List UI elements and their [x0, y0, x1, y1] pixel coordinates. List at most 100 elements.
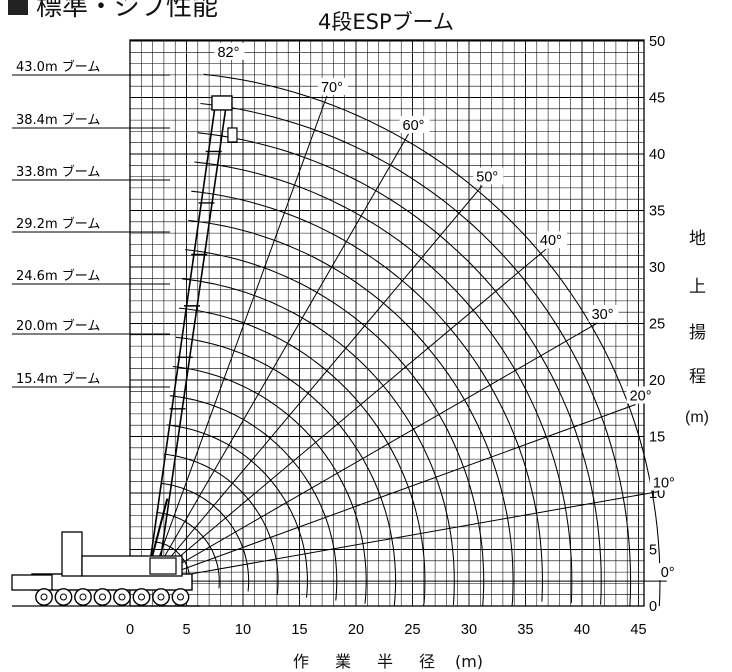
angle-label: 70°: [321, 80, 343, 96]
x-axis-label-char-2: 業: [334, 652, 351, 671]
x-tick-label: 40: [574, 622, 590, 638]
y-tick-label: 20: [649, 373, 665, 389]
angle-label-bg: [536, 231, 567, 249]
height-arc: [182, 278, 455, 606]
crane-illustration: [11, 95, 238, 607]
boom-length-label: 24.6m ブーム: [16, 268, 100, 284]
height-arc: [178, 307, 426, 607]
y-tick-label: 40: [649, 147, 665, 163]
angle-label-bg: [317, 77, 348, 95]
x-tick-label: 30: [461, 622, 477, 638]
section-heading: 標準・ジブ性能: [0, 0, 218, 23]
wheel: [74, 588, 92, 606]
y-axis-label-char-4: 程: [689, 367, 706, 387]
x-tick-label: 5: [182, 622, 190, 638]
wheel: [93, 588, 112, 606]
boom-length-label: 33.8m ブーム: [16, 164, 100, 180]
wheel-hub: [40, 593, 48, 601]
x-tick-label: 35: [517, 622, 533, 638]
height-arc: [185, 249, 485, 607]
wheel: [171, 588, 190, 606]
height-arcs: [154, 73, 661, 607]
hook-block: [227, 127, 238, 143]
height-arc: [203, 73, 661, 607]
boom-length-label: 15.4m ブーム: [16, 371, 100, 387]
boom-length-label: 29.2m ブーム: [16, 216, 100, 232]
chart-labels: 0 5 10 15 20 25 30 35 40 450510152025303540455082…: [12, 34, 680, 638]
height-arc: [172, 365, 367, 604]
angle-label: 30°: [592, 307, 614, 323]
height-arc: [191, 190, 544, 602]
height-arc: [157, 512, 220, 589]
x-axis-unit: (m): [454, 652, 484, 671]
wheel-hub: [177, 593, 184, 601]
angle-line: [149, 95, 328, 582]
y-axis-label-char-2: 上: [689, 277, 706, 297]
angle-label: 82°: [217, 45, 239, 61]
wheel-hub: [79, 593, 87, 601]
y-tick-label: 50: [649, 34, 665, 50]
wheel: [54, 588, 73, 606]
wheel: [35, 588, 53, 606]
angle-label-bg: [399, 115, 430, 133]
angle-label: 40°: [540, 233, 562, 249]
y-tick-label: 15: [649, 430, 665, 446]
angle-line: [149, 133, 409, 582]
wheel: [152, 588, 170, 606]
angle-line: [150, 490, 659, 582]
angle-label: 20°: [630, 389, 652, 405]
angle-label: 50°: [476, 170, 498, 186]
boom-length-label: 20.0m ブーム: [16, 318, 100, 334]
wheel-hub: [138, 593, 145, 601]
boom-right-edge: [156, 99, 228, 582]
angle-line: [150, 404, 636, 582]
wheel-hub: [60, 593, 67, 601]
height-arc: [166, 424, 308, 598]
wheel: [113, 588, 131, 606]
counterweight: [61, 531, 83, 577]
height-arc: [169, 395, 338, 601]
angle-label-bg: [588, 304, 619, 322]
angle-label-bg: [649, 473, 680, 491]
angle-label-bg: [473, 167, 504, 185]
angle-label: 10°: [653, 475, 675, 491]
y-tick-label: 0: [649, 599, 657, 615]
height-arc: [188, 219, 514, 607]
angle-label-bg: [626, 386, 657, 404]
height-arc: [197, 132, 602, 605]
boom-left-edge: [146, 99, 217, 582]
cab: [11, 574, 53, 591]
angle-label: 0°: [661, 565, 675, 581]
y-tick-label: 30: [649, 260, 665, 276]
height-arc: [200, 102, 632, 607]
angle-line: [149, 185, 483, 582]
boom-length-label: 43.0m ブーム: [16, 59, 100, 75]
x-tick-label: 25: [404, 622, 420, 638]
height-arc: [175, 336, 397, 607]
x-tick-label: 45: [630, 622, 646, 638]
height-arc: [160, 482, 250, 592]
boom-head: [211, 95, 233, 111]
x-axis-label-char-3: 半: [376, 652, 393, 671]
y-tick-label: 45: [649, 91, 665, 107]
x-axis-label-char-1: 作: [292, 652, 309, 671]
y-axis-label-char-3: 揚: [689, 323, 706, 343]
y-tick-label: 5: [649, 543, 657, 559]
wheel: [132, 588, 151, 606]
grid: [129, 39, 645, 607]
x-tick-label: 10: [235, 622, 251, 638]
chart-title: 4段ESPブーム: [318, 10, 454, 34]
angle-lines: [149, 95, 667, 582]
angle-label-bg: [657, 563, 680, 581]
operator-cab: [149, 557, 177, 575]
y-tick-label: 35: [649, 204, 665, 220]
heading-square-icon: [8, 0, 28, 15]
x-axis-label: 作 業 半 径 (m): [280, 648, 490, 672]
x-tick-label: 20: [348, 622, 364, 638]
wheel-hub: [99, 593, 106, 601]
x-tick-label: 15: [291, 622, 307, 638]
y-axis-label-char-1: 地: [689, 229, 706, 249]
x-axis-label-char-4: 径: [418, 652, 435, 671]
